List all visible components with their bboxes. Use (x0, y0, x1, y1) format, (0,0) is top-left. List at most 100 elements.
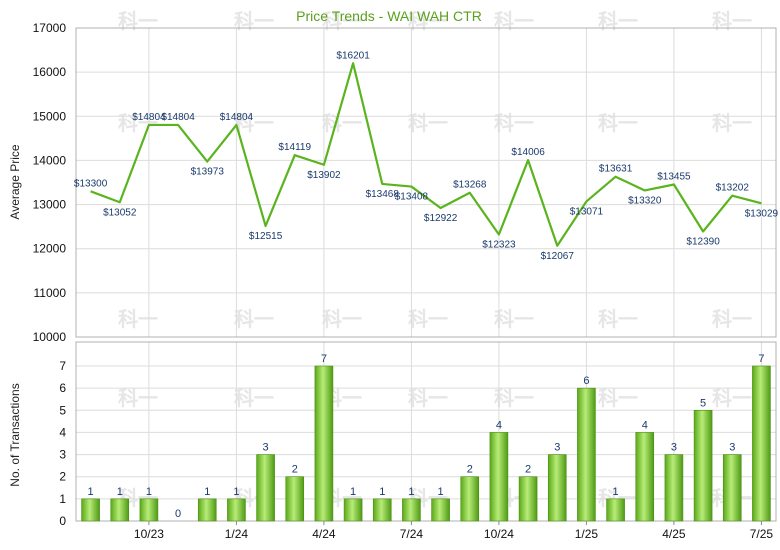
transaction-count-label: 3 (729, 442, 735, 454)
price-y-ticks: 10000 11000 12000 13000 14000 15000 16000 17000 (33, 21, 67, 344)
transactions-y-tick-label: 5 (59, 403, 66, 417)
watermark-text: 科一 (408, 9, 448, 33)
price-data-label: $16201 (336, 50, 370, 61)
price-series-line (90, 62, 762, 247)
transaction-count-label: 2 (525, 464, 531, 476)
watermark-text: 科一 (598, 9, 638, 33)
transaction-bar (664, 454, 684, 522)
transaction-count-label: 6 (583, 375, 589, 387)
chart-title: Price Trends - WAI WAH CTR (296, 8, 482, 24)
transaction-bar (110, 498, 130, 522)
price-data-label: $12390 (686, 236, 720, 247)
transaction-bar (285, 476, 305, 522)
watermark-text: 科一 (234, 9, 274, 33)
watermark-text: 科一 (712, 307, 752, 331)
watermark-text: 科一 (494, 386, 534, 410)
x-tick-label: 10/24 (484, 527, 514, 541)
transaction-bar (227, 498, 246, 522)
transaction-bar (547, 454, 567, 522)
watermark-text: 科一 (712, 9, 752, 33)
watermark-text: 科一 (118, 9, 158, 33)
transactions-y-tick-label: 1 (59, 492, 66, 506)
watermark-text: 科一 (322, 111, 362, 135)
watermark-text: 科一 (118, 111, 158, 135)
price-y-tick-label: 10000 (33, 330, 67, 344)
transaction-count-label: 1 (438, 486, 444, 498)
price-data-label: $13408 (395, 192, 429, 203)
x-tick-label: 4/25 (662, 527, 686, 541)
price-data-label: $12922 (424, 213, 458, 224)
watermark-text: 科一 (598, 111, 638, 135)
price-y-tick-label: 12000 (33, 242, 67, 256)
transaction-count-label: 7 (758, 353, 764, 365)
watermark-text: 科一 (322, 9, 362, 33)
transaction-count-label: 1 (379, 486, 385, 498)
price-data-label: $14006 (511, 147, 545, 158)
transaction-bar (489, 432, 509, 522)
price-y-tick-label: 11000 (34, 286, 67, 300)
price-data-label: $13300 (74, 178, 108, 189)
x-tick-label: 1/24 (225, 527, 249, 541)
transaction-bar (343, 498, 363, 522)
transactions-y-tick-label: 2 (59, 470, 66, 484)
x-tick-label: 4/24 (312, 527, 336, 541)
watermark-text: 科一 (494, 111, 534, 135)
transaction-bar (518, 476, 538, 522)
transactions-y-tick-label: 4 (59, 425, 66, 439)
price-data-label: $12323 (482, 239, 516, 250)
price-y-tick-label: 13000 (33, 198, 67, 212)
transaction-count-label: 7 (321, 353, 327, 365)
watermark-text: 科一 (712, 111, 752, 135)
watermark-text: 科一 (494, 307, 534, 331)
transaction-count-label: 2 (292, 464, 298, 476)
price-data-label: $13052 (103, 207, 137, 218)
transactions-y-tick-label: 6 (59, 381, 66, 395)
x-tick-label: 1/25 (575, 527, 599, 541)
price-y-tick-label: 15000 (33, 109, 67, 123)
price-data-label: $13631 (599, 164, 633, 175)
price-data-label: $13268 (453, 180, 487, 191)
transaction-count-label: 3 (263, 442, 269, 454)
price-grid (76, 27, 776, 338)
transaction-bar (139, 498, 159, 522)
transaction-bar (460, 476, 480, 522)
price-data-label: $13455 (657, 171, 691, 182)
transactions-plot-border (75, 341, 777, 522)
price-data-label: $14804 (220, 112, 254, 123)
transaction-count-label: 1 (146, 486, 152, 498)
watermark-text: 科一 (118, 307, 158, 331)
price-y-tick-label: 17000 (33, 21, 67, 35)
price-data-label: $13202 (716, 183, 750, 194)
transaction-count-label: 1 (613, 486, 619, 498)
price-data-label: $12067 (541, 251, 575, 262)
watermark-text: 科一 (408, 307, 448, 331)
watermark-text: 科一 (598, 386, 638, 410)
watermark-text: 科一 (712, 386, 752, 410)
watermark-text: 科一 (234, 111, 274, 135)
transaction-count-label: 1 (117, 486, 123, 498)
watermark-text: 科一 (118, 386, 158, 410)
watermark-text: 科一 (598, 307, 638, 331)
transaction-count-label: 1 (408, 486, 414, 498)
transaction-bar (693, 409, 713, 522)
price-data-label: $13902 (307, 170, 341, 181)
price-data-label: $13320 (628, 195, 662, 206)
price-data-label: $14804 (132, 112, 166, 123)
watermark-text: 科一 (234, 386, 274, 410)
transactions-y-axis-title: No. of Transactions (8, 383, 22, 486)
x-axis-ticks: 10/23 1/24 4/24 7/24 10/24 1/25 4/25 7/25 (134, 521, 773, 541)
transactions-y-ticks: 0 1 2 3 4 5 6 7 (59, 359, 66, 528)
transaction-count-label: 1 (204, 486, 210, 498)
transaction-count-label: 1 (233, 486, 239, 498)
transaction-count-label: 0 (175, 508, 181, 520)
x-tick-label: 10/23 (134, 527, 164, 541)
transaction-bar (722, 454, 742, 522)
watermark-text: 科一 (234, 307, 274, 331)
transaction-bar (372, 498, 392, 522)
x-tick-label: 7/24 (400, 527, 424, 541)
price-data-label: $12515 (249, 231, 283, 242)
transaction-count-label: 4 (496, 419, 502, 431)
price-y-axis-title: Average Price (8, 144, 22, 219)
